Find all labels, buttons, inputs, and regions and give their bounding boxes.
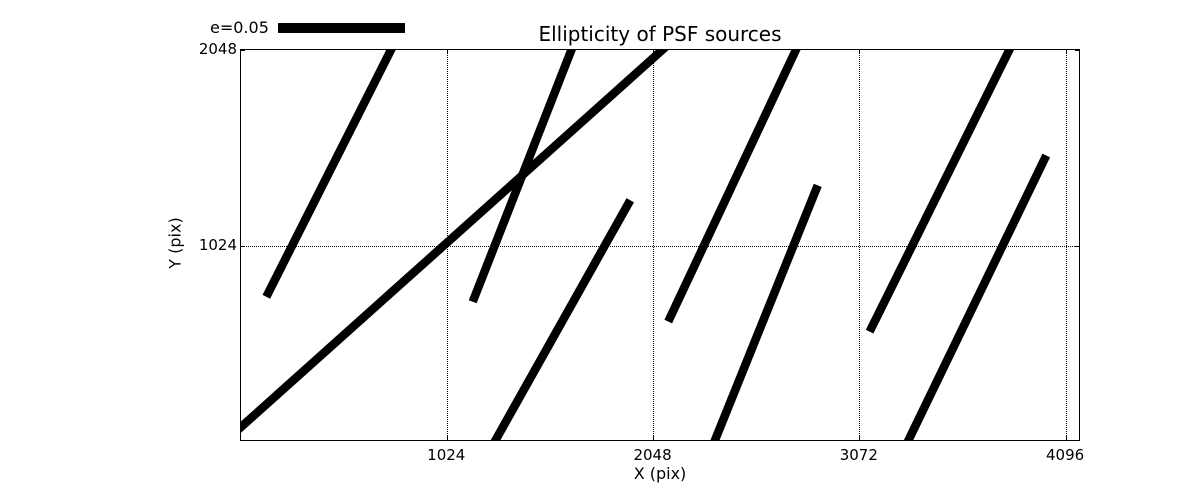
- ellipticity-whisker: [486, 200, 630, 440]
- x-tick-mark: [1065, 436, 1067, 440]
- ellipticity-whisker: [241, 50, 677, 440]
- x-gridline: [1065, 50, 1067, 440]
- ellipticity-whisker: [900, 155, 1046, 440]
- ellipticity-whisker: [870, 50, 1018, 332]
- ellipticity-scale-legend: e=0.05: [210, 18, 405, 37]
- legend-scale-bar: [277, 22, 405, 33]
- ellipticity-whisker: [708, 185, 818, 440]
- ellipticity-whisker: [668, 50, 804, 322]
- y-gridline: [241, 245, 1079, 247]
- y-tick-mark: [1075, 245, 1079, 247]
- x-tick-label: 1024: [427, 446, 466, 464]
- ellipticity-whisker: [266, 50, 399, 297]
- y-tick-mark: [241, 49, 245, 51]
- x-tick-mark: [859, 50, 861, 54]
- x-tick-label: 2048: [633, 446, 672, 464]
- plot-area: [240, 49, 1080, 441]
- y-tick-mark: [241, 245, 245, 247]
- x-tick-mark: [446, 50, 448, 54]
- x-tick-mark: [653, 436, 655, 440]
- x-gridline: [653, 50, 655, 440]
- y-tick-label: 2048: [198, 40, 237, 58]
- legend-label: e=0.05: [210, 18, 269, 37]
- x-tick-mark: [1065, 50, 1067, 54]
- x-gridline: [859, 50, 861, 440]
- x-axis-label: X (pix): [633, 464, 687, 483]
- whisker-lines: [241, 50, 1079, 440]
- y-tick-mark: [1075, 49, 1079, 51]
- ellipticity-whisker: [473, 50, 579, 302]
- y-tick-label: 1024: [198, 236, 237, 254]
- x-tick-label: 4096: [1045, 446, 1085, 464]
- x-tick-label: 3072: [839, 446, 878, 464]
- plot-title: Ellipticity of PSF sources: [538, 22, 782, 46]
- x-tick-mark: [859, 436, 861, 440]
- x-tick-mark: [446, 436, 448, 440]
- x-tick-mark: [653, 50, 655, 54]
